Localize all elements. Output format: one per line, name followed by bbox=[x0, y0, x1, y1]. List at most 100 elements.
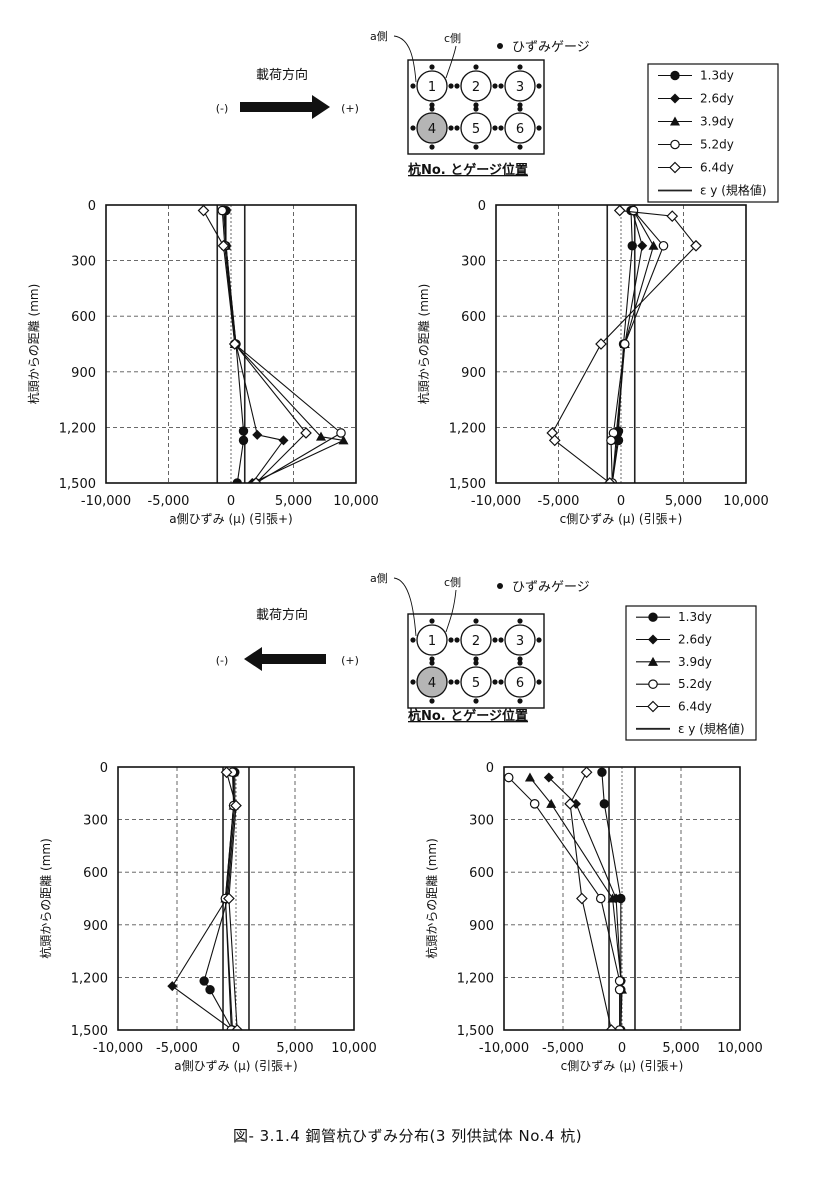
y-tick-label: 1,200 bbox=[59, 421, 96, 436]
pile-number: 6 bbox=[516, 676, 524, 691]
marker-circle-filled bbox=[670, 70, 680, 81]
y-tick-label: 900 bbox=[469, 919, 494, 934]
pile-number: 1 bbox=[428, 80, 436, 95]
series-line-6.4dy bbox=[203, 210, 307, 483]
marker-circle-open bbox=[614, 976, 625, 986]
x-axis-label: c側ひずみ (μ) (引張+) bbox=[560, 512, 683, 526]
marker-circle-filled bbox=[597, 767, 607, 777]
marker-diamond-open bbox=[197, 205, 210, 217]
section-decor-bottom: 載荷方向 (-) (+) 1 2 3 4 5 6 杭No. とゲージ位置 a側 c側 ひずみゲージ 1.3… bbox=[216, 572, 757, 741]
gauge-dot-icon bbox=[429, 106, 435, 112]
legend-frame bbox=[647, 63, 779, 203]
gauge-dot-icon bbox=[498, 679, 504, 685]
gauge-dot-icon bbox=[473, 656, 479, 662]
gridlines bbox=[496, 205, 746, 483]
gauge-dot-icon bbox=[410, 125, 416, 131]
pile-circle bbox=[416, 70, 448, 102]
a-side-label: a側 bbox=[370, 572, 388, 585]
gauge-dot-icon bbox=[454, 679, 460, 685]
marker-circle-open bbox=[595, 893, 606, 904]
pile-map-caption: 杭No. とゲージ位置 bbox=[408, 162, 528, 178]
y-tick-label: 1,500 bbox=[71, 1024, 108, 1039]
gauge-dot-icon bbox=[492, 637, 498, 643]
gauge-dot-icon bbox=[448, 679, 454, 685]
gauge-dot-icon bbox=[429, 144, 435, 150]
gauge-dot-icon bbox=[410, 679, 416, 685]
marker-diamond-open bbox=[605, 1024, 618, 1030]
y-tick-label: 300 bbox=[461, 255, 486, 270]
marker-circle-filled bbox=[205, 984, 215, 995]
gauge-dot-icon bbox=[448, 83, 454, 89]
marker-circle-open bbox=[628, 205, 639, 216]
y-axis-label: 杭頭からの距離 (mm) bbox=[424, 838, 439, 959]
marker-circle-filled bbox=[648, 612, 658, 622]
marker-diamond-filled bbox=[648, 634, 658, 645]
x-tick-label: 5,000 bbox=[276, 1041, 313, 1056]
pile-circle bbox=[416, 624, 448, 656]
marker-diamond-filled bbox=[543, 772, 554, 783]
gauge-dot-icon bbox=[454, 637, 460, 643]
y-tick-label: 900 bbox=[71, 366, 96, 381]
marker-circle-open bbox=[504, 772, 514, 783]
y-tick-label: 1,200 bbox=[449, 421, 486, 436]
x-tick-label: 0 bbox=[232, 1041, 240, 1056]
gauge-dot-icon bbox=[429, 618, 435, 624]
series-line-2.6dy bbox=[548, 777, 622, 1030]
marker-circle-filled bbox=[238, 435, 249, 446]
gauge-dot-icon bbox=[492, 83, 498, 89]
a-side-leader bbox=[393, 35, 417, 83]
marker-circle-filled bbox=[238, 426, 249, 436]
x-axis-label: c側ひずみ (μ) (引張+) bbox=[561, 1059, 684, 1073]
plot-frame bbox=[117, 766, 355, 1031]
gauge-dot-icon bbox=[429, 660, 435, 666]
marker-circle-filled bbox=[599, 799, 609, 809]
figure-caption: 図- 3.1.4 鋼管杭ひずみ分布(3 列供試体 No.4 杭) bbox=[232, 1127, 583, 1145]
gauge-dot-icon bbox=[517, 698, 523, 704]
gauge-dot-icon bbox=[536, 83, 542, 89]
gauge-dot-icon bbox=[517, 656, 523, 662]
x-tick-label: 5,000 bbox=[275, 494, 312, 509]
marker-diamond-open bbox=[613, 205, 626, 217]
x-tick-label: -5,000 bbox=[156, 1041, 198, 1056]
marker-triangle-filled bbox=[316, 431, 326, 441]
gauge-dot-icon bbox=[498, 83, 504, 89]
gauge-legend-label: ひずみゲージ bbox=[512, 40, 590, 55]
gauge-dot-icon bbox=[473, 64, 479, 70]
c-side-leader bbox=[445, 589, 457, 633]
gauge-dot-icon bbox=[498, 125, 504, 131]
y-tick-label: 1,200 bbox=[71, 971, 108, 986]
marker-diamond-filled bbox=[670, 93, 680, 104]
plot-frame bbox=[495, 204, 747, 484]
y-tick-label: 0 bbox=[88, 199, 96, 214]
gauge-dot-icon bbox=[473, 698, 479, 704]
x-tick-label: -5,000 bbox=[538, 494, 580, 509]
load-arrow-icon bbox=[240, 95, 330, 119]
pile-number: 1 bbox=[428, 634, 436, 649]
marker-diamond-open bbox=[250, 477, 262, 483]
series-line-2.6dy bbox=[611, 210, 643, 483]
series-line-5.2dy bbox=[508, 777, 621, 1030]
gauge-dot-icon bbox=[429, 64, 435, 70]
marker-circle-filled bbox=[627, 241, 637, 251]
pile-number: 5 bbox=[472, 122, 480, 137]
legend-entry-label: 1.3dy bbox=[700, 69, 734, 83]
gauge-dot-icon bbox=[410, 83, 416, 89]
x-tick-label: -10,000 bbox=[471, 494, 521, 509]
gauge-dot-icon bbox=[517, 618, 523, 624]
pile-number: 3 bbox=[516, 634, 524, 649]
pile-number: 4 bbox=[428, 676, 436, 691]
marker-circle-open bbox=[217, 205, 228, 216]
marker-diamond-open bbox=[231, 1024, 244, 1030]
c-side-label: c側 bbox=[444, 32, 461, 45]
marker-circle-open bbox=[606, 435, 616, 446]
gauge-dot-icon bbox=[454, 125, 460, 131]
series-line-6.4dy bbox=[569, 772, 612, 1030]
x-axis-label: a側ひずみ (μ) (引張+) bbox=[169, 512, 292, 526]
marker-circle-open bbox=[670, 139, 680, 150]
y-tick-label: 900 bbox=[83, 919, 108, 934]
series-layer bbox=[167, 767, 244, 1030]
marker-triangle-filled bbox=[670, 116, 680, 126]
marker-diamond-open bbox=[595, 338, 607, 350]
